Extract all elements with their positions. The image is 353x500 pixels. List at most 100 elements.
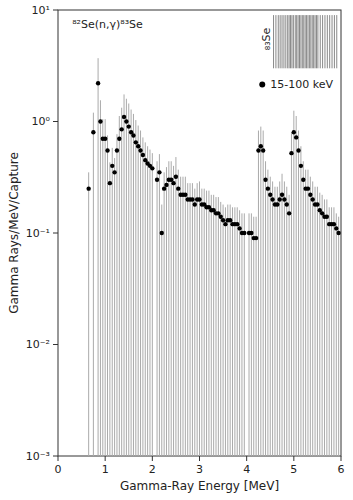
error-bar — [329, 207, 330, 456]
point — [150, 166, 154, 170]
error-bar — [197, 183, 198, 456]
level-bar — [280, 15, 281, 68]
point — [141, 153, 145, 157]
point — [108, 181, 112, 185]
x-tick-label: 1 — [102, 463, 109, 476]
legend: 15-100 keV — [259, 78, 333, 91]
level-bar — [320, 15, 321, 68]
error-bar — [190, 183, 191, 456]
point — [219, 215, 223, 219]
error-bar — [291, 132, 292, 456]
error-bar — [265, 161, 266, 456]
point — [254, 236, 258, 240]
point — [289, 151, 293, 155]
level-bar — [273, 15, 274, 68]
x-tick — [58, 456, 59, 461]
point — [91, 130, 95, 134]
point — [280, 193, 284, 197]
point — [277, 197, 281, 201]
error-bar — [282, 174, 283, 456]
y-tick-label: 10⁰ — [32, 115, 51, 128]
level-bar — [315, 15, 316, 68]
error-bar — [159, 154, 160, 456]
point — [285, 202, 289, 206]
point — [223, 222, 227, 226]
error-bar — [93, 113, 94, 456]
x-axis-label: Gamma-Ray Energy [MeV] — [120, 479, 279, 493]
y-tick — [53, 121, 58, 122]
point — [334, 226, 338, 230]
point — [183, 193, 187, 197]
level-bar — [317, 15, 318, 68]
point — [315, 202, 319, 206]
error-bar — [305, 170, 306, 456]
point — [306, 186, 310, 190]
x-tick — [246, 456, 247, 461]
error-bar — [225, 207, 226, 456]
error-bar — [121, 108, 122, 456]
error-bar — [182, 177, 183, 456]
point — [157, 170, 161, 174]
error-bar — [126, 99, 127, 456]
plot-area — [86, 15, 340, 456]
level-bar — [278, 15, 279, 68]
chart: 012345610⁻³10⁻²10⁻¹10⁰10¹Gamma-Ray Energ… — [0, 0, 353, 500]
error-bar — [331, 207, 332, 456]
point — [263, 178, 267, 182]
error-bar — [124, 94, 125, 456]
error-bar — [218, 197, 219, 456]
point — [308, 193, 312, 197]
error-bar — [333, 207, 334, 456]
error-bar — [239, 210, 240, 456]
error-bar — [211, 195, 212, 456]
error-bar — [298, 131, 299, 456]
error-bar — [307, 170, 308, 456]
level-bar — [310, 15, 311, 68]
level-bar — [307, 15, 308, 68]
point — [86, 186, 90, 190]
level-bar — [296, 15, 297, 68]
error-bar — [133, 114, 134, 456]
point — [176, 186, 180, 190]
y-tick — [53, 10, 58, 11]
error-bar — [244, 213, 245, 456]
error-bar — [319, 193, 320, 456]
error-bar — [296, 116, 297, 456]
error-bar — [194, 189, 195, 456]
point — [256, 148, 260, 152]
level-bar — [285, 15, 286, 68]
y-tick-label: 10¹ — [32, 4, 50, 17]
error-bar — [166, 167, 167, 456]
point — [325, 215, 329, 219]
level-bar — [302, 15, 303, 68]
error-bar — [220, 202, 221, 456]
level-bar — [305, 15, 306, 68]
x-tick — [341, 456, 342, 461]
error-bar — [286, 187, 287, 456]
error-bar — [303, 161, 304, 456]
error-bar — [164, 172, 165, 456]
y-tick — [53, 233, 58, 234]
x-tick-label: 3 — [196, 463, 203, 476]
error-bar — [258, 131, 259, 456]
point — [127, 124, 131, 128]
error-bar — [140, 131, 141, 456]
error-bar — [277, 187, 278, 456]
x-tick-label: 5 — [290, 463, 297, 476]
level-bars — [274, 15, 337, 68]
error-bar — [336, 213, 337, 456]
legend-label: 15-100 keV — [270, 78, 333, 91]
level-bar — [316, 15, 317, 68]
error-bar — [232, 207, 233, 456]
point — [332, 222, 336, 226]
error-bar — [173, 166, 174, 456]
level-bar — [313, 15, 314, 68]
x-tick-label: 6 — [338, 463, 345, 476]
point — [98, 119, 102, 123]
point — [228, 218, 232, 222]
point — [105, 148, 109, 152]
error-bar — [326, 199, 327, 456]
error-bar — [175, 157, 176, 456]
error-bar — [171, 161, 172, 456]
error-bar — [116, 134, 117, 456]
